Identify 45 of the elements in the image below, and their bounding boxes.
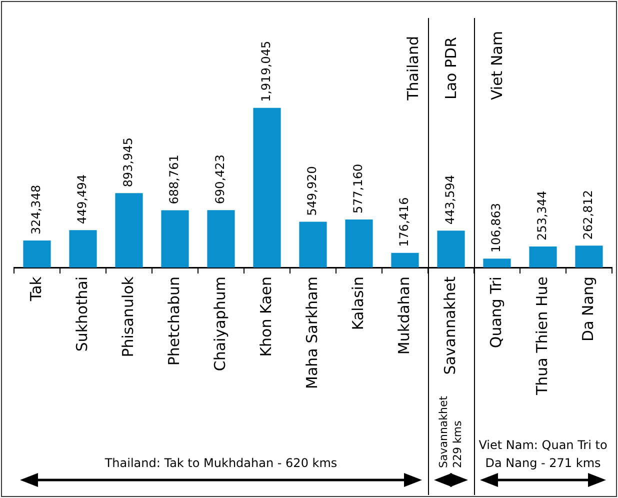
bar bbox=[391, 252, 419, 268]
x-tick-label: Tak bbox=[26, 276, 45, 302]
text: Lao PDR bbox=[442, 37, 460, 100]
text: Viet Nam bbox=[488, 30, 506, 100]
data-label: 893,945 bbox=[121, 138, 136, 188]
x-tick-label: Sukhothai bbox=[72, 276, 91, 352]
x-tick-label: Thua Thien Hue bbox=[532, 276, 551, 396]
bar bbox=[161, 210, 189, 268]
data-label: 449,494 bbox=[75, 174, 90, 224]
x-tick-label: Phetchabun bbox=[164, 276, 183, 366]
data-label: 253,344 bbox=[535, 190, 550, 240]
x-tick-label: Mukdahan bbox=[394, 276, 413, 355]
x-tick-label: Khon Kaen bbox=[256, 276, 275, 357]
text: Thailand: Tak to Mukhdahan - 620 kms bbox=[104, 455, 338, 472]
bar bbox=[115, 193, 143, 268]
x-tick-label: Kalasin bbox=[348, 276, 367, 330]
bar bbox=[575, 246, 603, 268]
data-label: 443,594 bbox=[443, 174, 458, 225]
data-label: 690,423 bbox=[213, 154, 228, 204]
x-tick-label: Savannakhet bbox=[440, 276, 459, 375]
bar bbox=[253, 108, 281, 268]
x-tick-label: Chaiyaphum bbox=[210, 276, 229, 372]
data-label: 577,160 bbox=[351, 164, 366, 214]
text: Thailand bbox=[404, 36, 422, 100]
data-label: 549,920 bbox=[305, 166, 320, 216]
bar bbox=[23, 240, 51, 268]
x-tick-label: Quang Tri bbox=[486, 276, 505, 348]
text: Viet Nam: Quan Tri to Da Nang - 271 kms bbox=[478, 437, 608, 472]
bar bbox=[345, 220, 373, 268]
data-label: 1,919,045 bbox=[259, 40, 274, 102]
bar bbox=[207, 210, 235, 268]
bar bbox=[529, 246, 557, 268]
text: Savannakhet 229 kms bbox=[437, 394, 465, 468]
x-tick-label: Da Nang bbox=[578, 276, 597, 342]
x-tick-label: Phisanulok bbox=[118, 276, 137, 358]
bar bbox=[483, 258, 511, 268]
data-label: 106,863 bbox=[489, 202, 504, 253]
bar bbox=[437, 230, 465, 268]
data-label: 176,416 bbox=[397, 197, 412, 247]
bar bbox=[299, 222, 327, 268]
bar bbox=[69, 230, 97, 268]
data-label: 688,761 bbox=[167, 154, 182, 204]
data-label: 324,348 bbox=[29, 184, 44, 235]
data-label: 262,812 bbox=[581, 190, 596, 240]
x-tick-label: Maha Sarkham bbox=[302, 276, 321, 389]
